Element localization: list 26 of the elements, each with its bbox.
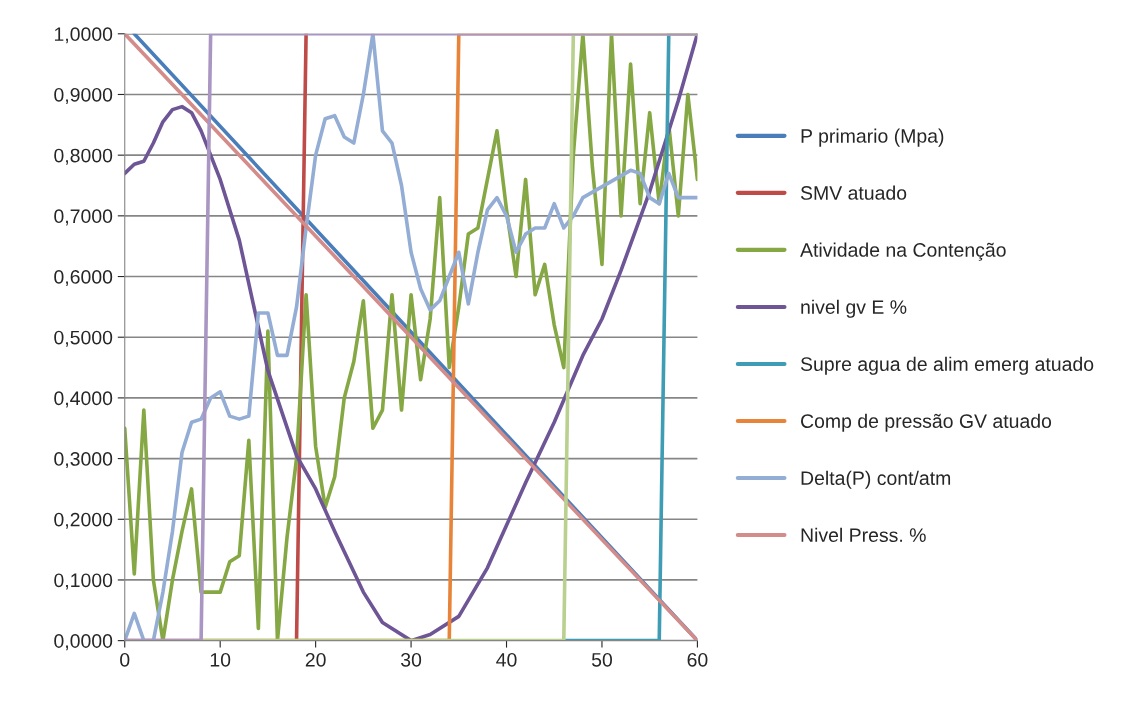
- legend-label: nivel gv E %: [801, 299, 907, 318]
- y-tick-label: 0,4000: [54, 391, 113, 408]
- x-tick-label: 0: [120, 652, 130, 667]
- x-tick-label: 20: [305, 652, 326, 667]
- y-tick-label: 0,0000: [54, 634, 113, 651]
- y-tick-label: 0,3000: [54, 452, 113, 469]
- x-tick-label: 10: [210, 652, 231, 667]
- x-tick-label: 50: [591, 652, 613, 667]
- y-tick-label: 0,8000: [54, 148, 113, 165]
- legend-label: Delta(P) cont/atm: [801, 470, 951, 489]
- legend-label: Supre agua de alim emerg atuado: [800, 356, 1094, 375]
- legend-label: SMV atuado: [800, 185, 907, 200]
- legend-label: Atividade na Contenção: [800, 242, 1006, 261]
- y-tick-label: 0,7000: [54, 209, 113, 226]
- y-tick-label: 0,9000: [54, 87, 113, 105]
- y-tick-label: 0,2000: [54, 512, 113, 529]
- legend-label: Comp de pressão GV atuado: [801, 413, 1052, 432]
- y-tick-label: 0,1000: [54, 573, 113, 590]
- y-tick-label: 1,0000: [54, 27, 113, 44]
- y-tick-label: 0,5000: [54, 330, 113, 347]
- legend-label: Nivel Press. %: [801, 527, 926, 543]
- y-tick-label: 0,6000: [54, 270, 113, 287]
- x-tick-label: 40: [496, 652, 517, 667]
- x-tick-label: 60: [687, 652, 708, 667]
- legend-label: P primario (Mpa): [801, 128, 944, 147]
- x-tick-label: 30: [401, 652, 422, 667]
